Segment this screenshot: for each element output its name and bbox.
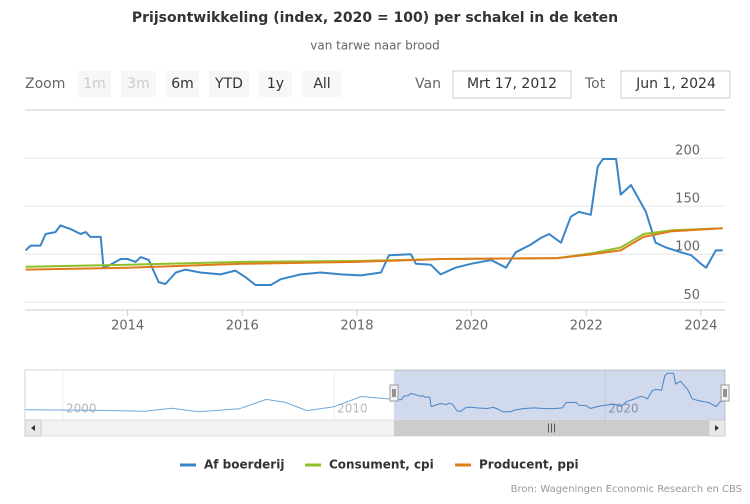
zoom-button: 1m: [78, 71, 111, 97]
x-tick-label: 2022: [570, 319, 603, 334]
scrollbar-grip: |||: [547, 424, 556, 434]
to-input[interactable]: [620, 70, 731, 99]
scrollbar-thumb[interactable]: [393, 420, 709, 436]
zoom-button-bg: [166, 71, 199, 97]
navigator-mask: [25, 370, 394, 420]
zoom-label: Zoom: [25, 76, 65, 92]
zoom-button-label: 1y: [267, 76, 284, 92]
legend-item[interactable]: Af boerderij: [180, 458, 284, 472]
chart-subtitle: van tarwe naar brood: [310, 39, 440, 53]
zoom-button-bg: [78, 71, 111, 97]
zoom-button-bg: [302, 71, 342, 97]
navigator-bg: [24, 369, 726, 421]
zoom-button-label: 6m: [171, 76, 194, 92]
zoom-button-bg: [121, 71, 156, 97]
navigator-selection: [393, 370, 725, 420]
zoom-button: 3m: [121, 71, 156, 97]
chart-title: Prijsontwikkeling (index, 2020 = 100) pe…: [132, 10, 618, 26]
from-input[interactable]: [452, 70, 572, 99]
navigator-handle[interactable]: [720, 384, 730, 402]
zoom-button-bg: [259, 71, 292, 97]
y-tick-label: 150: [675, 192, 700, 207]
legend-label: Consument, cpi: [329, 458, 434, 472]
x-tick-label: 2024: [684, 319, 717, 334]
series-line: [24, 158, 723, 286]
zoom-button-label: All: [313, 76, 330, 92]
x-tick-label: 2018: [340, 319, 373, 334]
navigator-tick-label: 2000: [66, 402, 97, 416]
from-label: Van: [415, 76, 441, 92]
y-tick-label: 100: [675, 240, 700, 255]
zoom-button[interactable]: YTD: [209, 71, 249, 97]
from-value: Mrt 17, 2012: [467, 76, 557, 92]
scrollbar-arrow: [715, 425, 719, 431]
legend-item[interactable]: Consument, cpi: [305, 458, 434, 472]
series-line: [25, 227, 723, 271]
zoom-button-bg: [209, 71, 249, 97]
zoom-button-label: 3m: [127, 76, 150, 92]
zoom-button[interactable]: All: [302, 71, 342, 97]
legend-label: Producent, ppi: [479, 458, 579, 472]
to-label: Tot: [584, 76, 606, 92]
x-tick-label: 2014: [111, 319, 144, 334]
navigator-line: [24, 396, 394, 413]
credits: Bron: Wageningen Economic Research en CB…: [511, 484, 742, 495]
zoom-button-label: 1m: [83, 76, 106, 92]
navigator-handle[interactable]: [389, 384, 399, 402]
y-tick-label: 200: [675, 144, 700, 159]
zoom-button[interactable]: 6m: [166, 71, 199, 97]
y-tick-label: 50: [683, 288, 700, 303]
x-tick-label: 2020: [455, 319, 488, 334]
navigator-tick-label: 2010: [337, 402, 368, 416]
x-tick-label: 2016: [226, 319, 259, 334]
scrollbar-arrow: [31, 425, 35, 431]
to-value: Jun 1, 2024: [635, 76, 716, 92]
zoom-button[interactable]: 1y: [259, 71, 292, 97]
legend-label: Af boerderij: [204, 458, 284, 472]
zoom-button-label: YTD: [214, 76, 243, 92]
legend-item[interactable]: Producent, ppi: [455, 458, 579, 472]
navigator-line: [393, 372, 724, 413]
